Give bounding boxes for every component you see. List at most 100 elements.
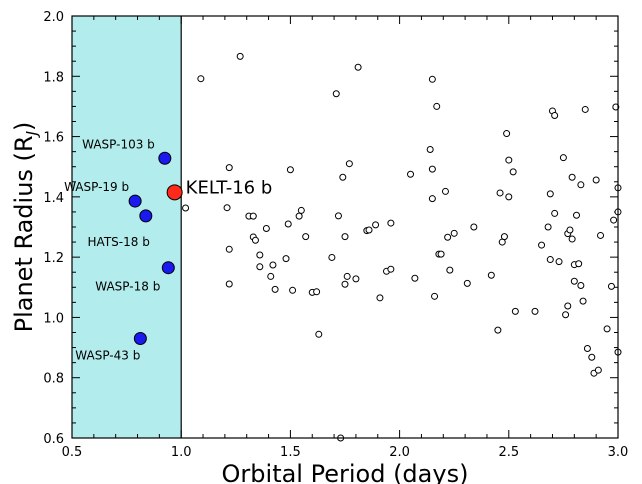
field-planet-point [573,211,581,219]
named-planet-point [158,151,172,165]
field-planet-point [505,156,513,164]
field-planet-point [437,250,445,258]
field-planet-point [568,235,576,243]
y-tick-label: 1.6 [43,131,64,146]
field-planet-point [334,212,342,220]
x-tick-label: 1.0 [171,445,192,460]
named-planet-point [128,194,142,208]
x-tick-label: 3.0 [608,445,629,460]
field-planet-point [297,206,305,214]
field-planet-point [559,154,567,162]
field-planet-point [313,288,321,296]
field-planet-point [531,307,539,315]
field-planet-point [236,52,244,60]
field-planet-point [450,229,458,237]
planet-label: HATS-18 b [88,235,150,249]
field-planet-point [256,251,264,259]
planet-label: WASP-19 b [64,180,129,194]
y-tick-label: 2.0 [43,10,64,25]
field-planet-point [407,170,415,178]
field-planet-point [197,75,205,83]
field-planet-point [387,265,395,273]
y-tick-label: 1.2 [43,251,64,266]
field-planet-point [505,193,513,201]
field-planet-point [426,146,434,154]
highlight-planet-point [166,184,183,201]
field-planet-point [271,285,279,293]
field-planet-point [579,297,587,305]
field-planet-point [341,280,349,288]
field-planet-point [182,204,190,212]
field-planet-point [446,266,454,274]
field-planet-point [431,292,439,300]
field-planet-point [295,212,303,220]
x-axis-title: Orbital Period (days) [222,460,469,484]
field-planet-point [372,221,380,229]
field-planet-point [339,173,347,181]
planet-label: WASP-103 b [82,137,155,151]
field-planet-point [555,258,563,266]
field-planet-point [588,353,596,361]
field-planet-point [603,325,611,333]
shaded-region [72,16,182,438]
field-planet-point [597,231,605,239]
field-planet-point [387,219,395,227]
field-planet-point [581,105,589,113]
field-planet-point [345,160,353,168]
highlight-planet-label: KELT-16 b [186,177,273,198]
field-planet-point [249,212,257,220]
field-planet-point [577,281,585,289]
field-planet-point [612,103,620,111]
field-planet-point [568,173,576,181]
field-planet-point [594,366,602,374]
named-planet-point [133,332,147,346]
field-planet-point [328,253,336,261]
y-axis-title: Planet Radius (RJ) [10,122,41,333]
y-tick-label: 0.8 [43,372,64,387]
x-tick-label: 2.0 [389,445,410,460]
field-planet-point [376,294,384,302]
field-planet-point [592,176,600,184]
field-planet-point [286,166,294,174]
field-planet-point [354,63,362,71]
named-planet-point [161,261,175,275]
x-tick-label: 0.5 [62,445,83,460]
field-planet-point [503,130,511,138]
field-planet-point [551,111,559,119]
y-tick-label: 1.8 [43,70,64,85]
field-planet-point [546,256,554,264]
field-planet-point [428,165,436,173]
field-planet-point [583,344,591,352]
field-planet-point [566,226,574,234]
field-planet-point [511,307,519,315]
field-planet-point [487,271,495,279]
field-planet-point [509,168,517,176]
planet-label: WASP-43 b [75,349,140,363]
field-planet-point [411,274,419,282]
field-planet-point [494,326,502,334]
field-planet-point [315,330,323,338]
field-planet-point [610,216,618,224]
field-planet-point [562,311,570,319]
field-planet-point [463,279,471,287]
field-planet-point [564,302,572,310]
field-planet-point [546,190,554,198]
field-planet-point [282,255,290,263]
named-planet-point [139,209,153,223]
plot-frame [71,15,619,439]
x-tick-label: 1.5 [280,445,301,460]
x-tick-label: 2.5 [498,445,519,460]
field-planet-point [284,220,292,228]
field-planet-point [544,223,552,231]
planet-label: WASP-18 b [95,280,160,294]
field-planet-point [575,260,583,268]
field-planet-point [332,90,340,98]
field-planet-point [433,102,441,110]
field-planet-point [256,263,264,271]
field-planet-point [267,272,275,280]
field-planet-point [289,286,297,294]
field-planet-point [302,233,310,241]
field-planet-point [428,75,436,83]
field-planet-point [496,189,504,197]
